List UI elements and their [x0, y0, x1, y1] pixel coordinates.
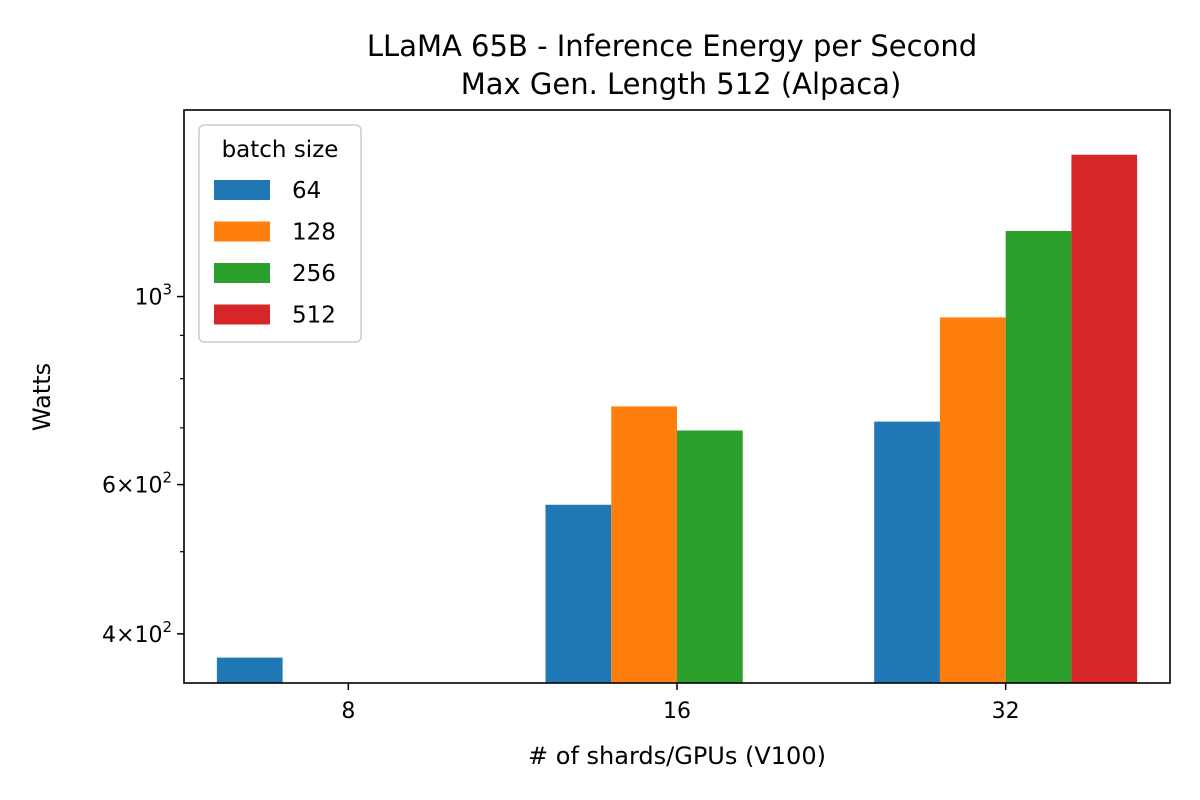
legend-label-64: 64	[292, 178, 321, 204]
x-tick-label: 32	[992, 699, 1020, 724]
x-tick-label: 8	[341, 699, 355, 724]
y-axis-label: Watts	[28, 363, 56, 431]
y-tick-label: 103	[134, 281, 172, 311]
bar-64-8	[216, 657, 283, 683]
legend: batch size 64 128 256 512	[198, 124, 362, 343]
legend-swatch-256	[214, 263, 270, 283]
legend-box	[198, 124, 362, 343]
bar-256-32	[1005, 230, 1072, 684]
legend-label-256: 256	[292, 261, 336, 287]
legend-swatch-64	[214, 180, 270, 200]
legend-label-128: 128	[292, 220, 336, 246]
bars-group	[216, 154, 1138, 684]
chart-title: LLaMA 65B - Inference Energy per Second	[367, 29, 977, 63]
legend-swatch-512	[214, 304, 270, 325]
bar-128-32	[939, 317, 1006, 683]
x-axis-label: # of shards/GPUs (V100)	[528, 742, 826, 770]
y-tick-label: 4×102	[102, 618, 172, 648]
y-axis-ticks: 4×102 6×102 103	[102, 281, 184, 648]
legend-title: batch size	[222, 137, 339, 163]
legend-items: 64 128 256 512	[214, 178, 336, 329]
bar-256-16	[677, 430, 743, 683]
plot-frame	[183, 109, 1171, 684]
x-tick-label: 16	[663, 699, 691, 724]
chart-subtitle: Max Gen. Length 512 (Alpaca)	[461, 67, 902, 101]
bar-128-16	[611, 406, 677, 683]
bar-64-32	[874, 421, 940, 683]
bar-512-32	[1071, 154, 1138, 684]
bar-64-16	[545, 504, 612, 683]
x-axis-ticks: 8 16 32	[341, 683, 1020, 724]
legend-swatch-128	[214, 221, 270, 242]
y-tick-label: 6×102	[102, 469, 172, 499]
legend-label-512: 512	[292, 303, 336, 329]
